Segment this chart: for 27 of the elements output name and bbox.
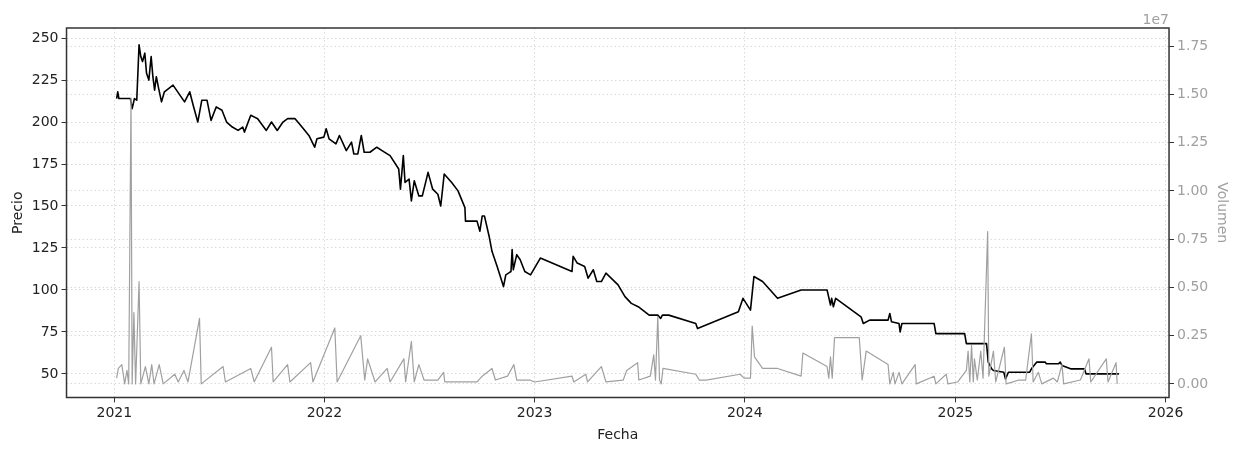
x-tick-label: 2021 bbox=[96, 404, 133, 421]
x-tick-label: 2023 bbox=[516, 404, 553, 421]
y2-tick-label: 1.25 bbox=[1177, 133, 1209, 150]
y2-tick-label: 1.75 bbox=[1177, 36, 1209, 53]
y2-tick-label: 0.75 bbox=[1177, 229, 1209, 246]
x-axis-title: Fecha bbox=[597, 426, 639, 443]
y-tick-label: 150 bbox=[31, 196, 59, 213]
text: 1e7 bbox=[1142, 10, 1170, 27]
y-tick-label: 75 bbox=[40, 322, 59, 339]
y2-axis-title: Volumen bbox=[1214, 182, 1231, 244]
y2-tick-label: 1.00 bbox=[1177, 181, 1209, 198]
y2-tick-label: 0.25 bbox=[1177, 326, 1209, 343]
y-tick-label: 125 bbox=[31, 238, 59, 255]
y-tick-label: 100 bbox=[31, 280, 59, 297]
y-tick-label: 250 bbox=[31, 28, 59, 45]
x-tick-label: 2025 bbox=[937, 404, 974, 421]
y2-tick-label: 0.50 bbox=[1177, 278, 1209, 295]
x-tick-label: 2024 bbox=[726, 404, 763, 421]
y-axis-title: Precio bbox=[9, 191, 26, 234]
y2-tick-label: 1.50 bbox=[1177, 85, 1209, 102]
y-tick-label: 200 bbox=[31, 112, 59, 129]
x-tick-label: 2022 bbox=[306, 404, 343, 421]
y-tick-label: 50 bbox=[40, 364, 59, 381]
y2-tick-label: 0.00 bbox=[1177, 374, 1209, 391]
x-tick-label: 2026 bbox=[1147, 404, 1184, 421]
y-tick-label: 225 bbox=[31, 70, 59, 87]
y-tick-label: 175 bbox=[31, 154, 59, 171]
